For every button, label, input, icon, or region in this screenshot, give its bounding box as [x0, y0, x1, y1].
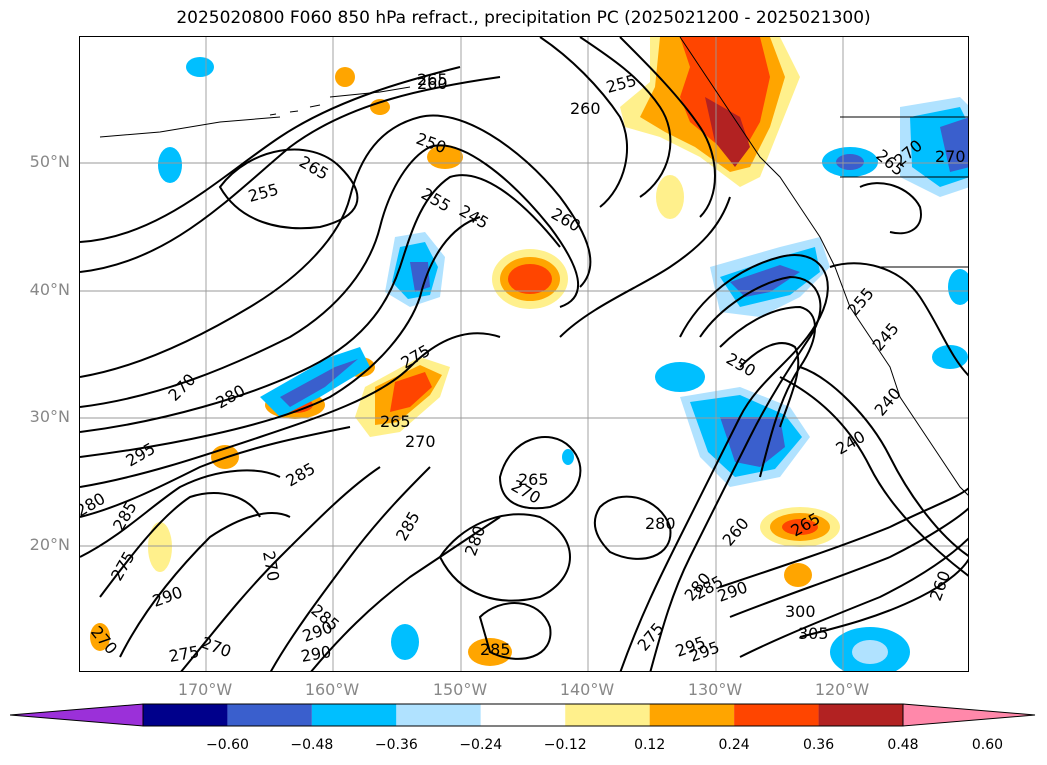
contour-label: 290 [300, 617, 335, 645]
contour-label: 250 [414, 129, 449, 157]
contour-label: 270 [87, 622, 121, 658]
contour-label: 265 [380, 412, 411, 431]
colorbar-tick-label: −0.24 [459, 737, 503, 753]
precip-negative-shading [158, 57, 968, 671]
colorbar-cell [565, 704, 650, 726]
colorbar-tick-label: −0.60 [205, 737, 249, 753]
colorbar-cell [649, 704, 735, 726]
graticule [80, 37, 968, 671]
contour-label: 280 [213, 381, 249, 413]
contour-label: 290 [299, 642, 332, 666]
colorbar-cell [734, 704, 819, 726]
colorbar-tick-label: 0.60 [971, 737, 1004, 753]
contour-label: 295 [123, 439, 159, 471]
refractivity-contours [80, 37, 968, 671]
contour-label: 260 [926, 568, 954, 603]
colorbar-cells [10, 703, 1036, 727]
lon-label-140w: 140°W [559, 680, 615, 699]
contour-label: 255 [604, 71, 638, 97]
contour-label: 270 [164, 370, 199, 405]
colorbar-tick-label: −0.12 [543, 737, 587, 753]
colorbar-extend-max [902, 703, 1036, 727]
colorbar-tick-label: −0.36 [374, 737, 418, 753]
colorbar-cell [143, 704, 228, 726]
colorbar-tick-label: 0.48 [887, 737, 919, 753]
contour-label: 245 [869, 319, 903, 355]
contour-label: 255 [844, 284, 878, 320]
colorbar-cell [227, 704, 312, 726]
colorbar-tick-label: 0.36 [802, 737, 835, 753]
contour-label: 240 [871, 384, 905, 420]
contour-label: 285 [109, 498, 141, 534]
colorbar [10, 703, 1036, 727]
contour-label: 280 [645, 514, 676, 533]
contour-label: 300 [785, 602, 816, 621]
contour-label: 285 [480, 640, 511, 659]
contour-label: 285 [283, 459, 319, 491]
lat-label-40n: 40°N [29, 280, 70, 299]
contour-label: 260 [570, 99, 601, 118]
colorbar-cell [818, 704, 903, 726]
contour-label: 255 [418, 184, 454, 216]
contour-label: 270 [405, 432, 436, 451]
contour-label: 280 [461, 523, 489, 558]
lat-label-50n: 50°N [29, 152, 70, 171]
contour-label: 290 [150, 582, 185, 610]
map-panel[interactable]: 260 265 255 260 250 265 255 255 245 260 … [79, 36, 969, 672]
colorbar-outline [142, 703, 904, 727]
precip-positive-shading [90, 37, 840, 666]
lat-label-30n: 30°N [29, 407, 70, 426]
contour-label: 255 [246, 180, 280, 206]
contour-label: 265 [518, 470, 549, 489]
contour-label: 260 [417, 74, 448, 93]
lon-label-150w: 150°W [432, 680, 488, 699]
colorbar-tick-label: 0.12 [634, 737, 666, 753]
lon-label-130w: 130°W [687, 680, 743, 699]
lon-label-120w: 120°W [814, 680, 870, 699]
lon-label-170w: 170°W [177, 680, 233, 699]
map-canvas: 260 265 255 260 250 265 255 255 245 260 … [80, 37, 968, 671]
contour-label: 275 [167, 642, 200, 666]
colorbar-tick-label: 0.24 [718, 737, 750, 753]
contour-label: 285 [392, 508, 424, 544]
lat-label-20n: 20°N [29, 535, 70, 554]
contour-label: 305 [798, 624, 829, 643]
contour-label: 270 [199, 633, 234, 661]
coastlines [99, 37, 968, 496]
contour-label: 265 [417, 70, 448, 89]
colorbar-tick-label: −0.48 [290, 737, 334, 753]
contour-label: 260 [719, 514, 753, 550]
colorbar-cell [480, 704, 566, 726]
contour-label: 280 [80, 489, 108, 521]
colorbar-cell [311, 704, 397, 726]
contour-label: 270 [259, 549, 283, 582]
map-title: 2025020800 F060 850 hPa refract., precip… [176, 8, 871, 28]
colorbar-extend-min [10, 703, 144, 727]
contour-label: 270 [935, 147, 966, 166]
colorbar-cell [396, 704, 481, 726]
lon-label-160w: 160°W [304, 680, 360, 699]
